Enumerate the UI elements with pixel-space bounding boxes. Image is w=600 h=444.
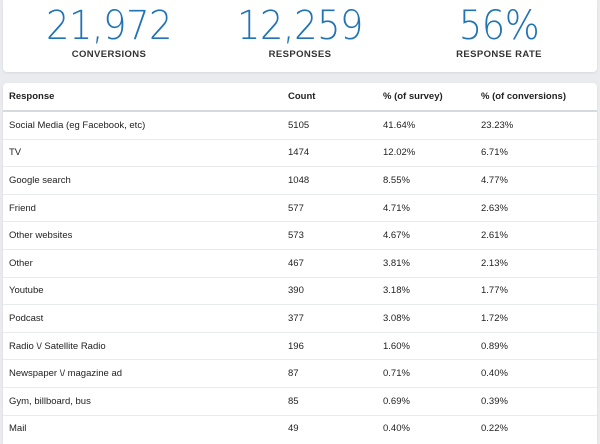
column-header-count[interactable]: Count	[282, 83, 377, 112]
conversions-value: 21,972	[45, 3, 173, 49]
table-row: Social Media (eg Facebook, etc) 5105 41.…	[3, 111, 597, 140]
cell-response: Radio \/ Satellite Radio	[3, 332, 282, 361]
cell-pct-conversions: 0.22%	[481, 423, 508, 435]
cell-count: 196	[282, 332, 377, 361]
table-row: Other 467 3.81% 2.13%	[3, 249, 597, 278]
cell-pct-conversions: 0.39%	[475, 387, 597, 416]
responses-label: RESPONSES	[268, 49, 332, 60]
cell-response: Podcast	[3, 304, 282, 333]
cell-pct-survey: 41.64%	[377, 111, 475, 140]
cell-pct-conversions: 2.61%	[475, 221, 597, 250]
cell-response: Newspaper \/ magazine ad	[3, 359, 282, 388]
responses-table: Response Count % (of survey) % (of conve…	[3, 83, 597, 442]
cell-response: Youtube	[3, 277, 282, 306]
cell-pct-conversions: 2.63%	[475, 194, 597, 223]
cell-pct-conversions: 2.13%	[475, 249, 597, 278]
table-row: Mail 49 0.40% 0.22%	[3, 415, 597, 442]
responses-table-card: Response Count % (of survey) % (of conve…	[3, 83, 597, 444]
cell-pct-conversions: 1.77%	[475, 277, 597, 306]
cell-pct-conversions: 6.71%	[475, 139, 597, 168]
cell-count: 467	[282, 249, 377, 278]
column-header-response[interactable]: Response	[3, 83, 282, 112]
table-row: Youtube 390 3.18% 1.77%	[3, 277, 597, 306]
cell-pct-conversions: 4.77%	[475, 166, 597, 195]
column-header-pct-conversions[interactable]: % (of conversions)	[475, 83, 597, 112]
cell-pct-conversions: 1.72%	[475, 304, 597, 333]
cell-response: Other	[3, 249, 282, 278]
cell-pct-survey: 8.55%	[377, 166, 475, 195]
responses-stat: 12,259 RESPONSES	[200, 0, 400, 60]
responses-value: 12,259	[236, 3, 364, 49]
cell-pct-survey: 0.40%	[383, 423, 410, 435]
table-row: Other websites 573 4.67% 2.61%	[3, 221, 597, 250]
cell-pct-survey: 4.67%	[377, 221, 475, 250]
cell-count: 377	[282, 304, 377, 333]
cell-response: Friend	[3, 194, 282, 223]
cell-count: 390	[282, 277, 377, 306]
column-header-pct-survey[interactable]: % (of survey)	[377, 83, 475, 112]
cell-count: 577	[282, 194, 377, 223]
table-row: Radio \/ Satellite Radio 196 1.60% 0.89%	[3, 332, 597, 361]
cell-count: 5105	[282, 111, 377, 140]
cell-pct-survey: 3.18%	[377, 277, 475, 306]
cell-response: Social Media (eg Facebook, etc)	[3, 111, 282, 140]
cell-pct-survey: 12.02%	[377, 139, 475, 168]
cell-response: Google search	[3, 166, 282, 195]
cell-response: Gym, billboard, bus	[3, 387, 282, 416]
cell-pct-conversions: 0.40%	[475, 359, 597, 388]
cell-pct-conversions: 23.23%	[475, 111, 597, 140]
cell-count: 85	[282, 387, 377, 416]
cell-pct-survey: 1.60%	[377, 332, 475, 361]
conversions-stat: 21,972 CONVERSIONS	[9, 0, 209, 60]
response-rate-value: 56%	[458, 3, 540, 49]
cell-pct-survey: 3.81%	[377, 249, 475, 278]
cell-count: 49	[288, 423, 299, 435]
cell-response: TV	[3, 139, 282, 168]
response-rate-stat: 56% RESPONSE RATE	[399, 0, 599, 60]
table-row: Podcast 377 3.08% 1.72%	[3, 304, 597, 333]
summary-stats-card: 21,972 CONVERSIONS 12,259 RESPONSES 56% …	[3, 0, 597, 72]
table-row: Newspaper \/ magazine ad 87 0.71% 0.40%	[3, 359, 597, 388]
cell-count: 1048	[282, 166, 377, 195]
table-row: Friend 577 4.71% 2.63%	[3, 194, 597, 223]
cell-pct-survey: 3.08%	[377, 304, 475, 333]
cell-response: Mail	[9, 423, 27, 435]
cell-count: 1474	[282, 139, 377, 168]
cell-count: 573	[282, 221, 377, 250]
table-row: Google search 1048 8.55% 4.77%	[3, 166, 597, 195]
cell-pct-survey: 4.71%	[377, 194, 475, 223]
cell-pct-survey: 0.71%	[377, 359, 475, 388]
cell-response: Other websites	[3, 221, 282, 250]
cell-pct-survey: 0.69%	[377, 387, 475, 416]
response-rate-label: RESPONSE RATE	[456, 49, 542, 60]
table-row: Gym, billboard, bus 85 0.69% 0.39%	[3, 387, 597, 416]
cell-count: 87	[282, 359, 377, 388]
table-row: TV 1474 12.02% 6.71%	[3, 139, 597, 168]
table-header-row: Response Count % (of survey) % (of conve…	[3, 83, 597, 112]
cell-pct-conversions: 0.89%	[475, 332, 597, 361]
conversions-label: CONVERSIONS	[71, 49, 147, 60]
